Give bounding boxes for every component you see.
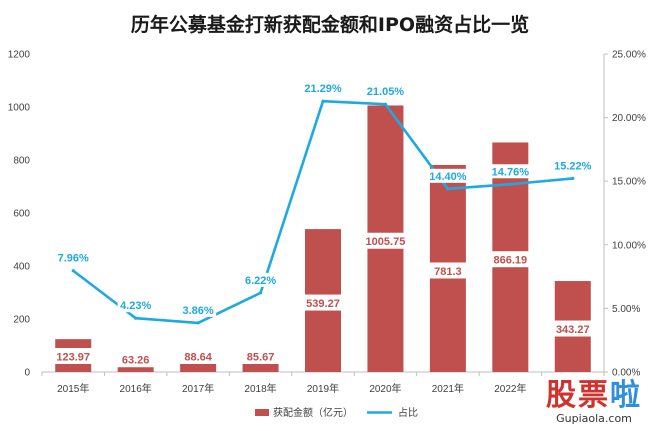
bar-value-label-bg	[50, 348, 97, 364]
left-tick-label: 0	[24, 368, 30, 379]
line-value-label-bg	[489, 164, 532, 179]
line-point	[571, 176, 575, 181]
x-tick-label: 2017年	[182, 382, 214, 395]
line-point	[446, 187, 450, 191]
watermark-logo: 股票啦	[536, 380, 652, 412]
right-tick-label: 25.00%	[612, 50, 646, 61]
bar-value-label-bg	[359, 232, 412, 249]
bar-value-label-bg	[428, 262, 468, 279]
bar-value-label: 343.27	[556, 324, 590, 336]
right-tick-label: 20.00%	[612, 113, 646, 124]
left-tick-label: 800	[13, 156, 30, 167]
bar-value-label: 123.97	[56, 352, 90, 364]
line-value-label: 14.76%	[492, 166, 530, 178]
right-tick-label: 5.00%	[612, 304, 640, 315]
line-value-label: 14.40%	[429, 171, 467, 183]
bar-value-label-bg	[116, 351, 156, 368]
x-tick-label: 2015年	[57, 382, 89, 395]
bar-value-label-bg	[241, 348, 281, 364]
line-point	[321, 99, 325, 103]
line-value-label-bg	[301, 81, 345, 96]
chart-title: 历年公募基金打新获配金额和IPO融资占比一览	[130, 14, 530, 36]
left-tick-label: 200	[13, 315, 30, 326]
left-tick-label: 1000	[8, 103, 31, 114]
line-series: 7.96% 4.23% 3.86% 6.22% 21.29% 21.05% 14.40% 14…	[55, 81, 594, 325]
x-tick-label: 2018年	[244, 382, 276, 395]
bar-value-label: 88.64	[184, 352, 212, 364]
x-tick-label: 2022年	[494, 382, 526, 395]
line-value-label: 21.29%	[304, 83, 342, 95]
line-value-label-bg	[180, 302, 217, 317]
x-tick-label: 2016年	[120, 382, 152, 395]
left-tick-label: 600	[13, 209, 30, 220]
x-tick-label: 2019年	[307, 382, 339, 395]
watermark-text-a: 股票	[546, 378, 610, 413]
watermark-url: Gupiaola.com	[556, 412, 632, 425]
right-tick-label: 0.00%	[612, 368, 640, 379]
bar-value-label: 63.26	[122, 355, 150, 367]
line-point	[258, 291, 263, 295]
line-point	[196, 321, 200, 325]
line-value-label-bg	[551, 158, 594, 173]
left-tick-label: 400	[13, 262, 30, 273]
x-tick-label: 2021年	[432, 382, 464, 395]
bar-value-label: 866.19	[494, 255, 528, 267]
line-point	[383, 102, 388, 106]
legend: 获配金额（亿元） 占比	[255, 406, 418, 419]
right-tick-label: 15.00%	[612, 177, 646, 188]
watermark-text-b: 啦	[610, 378, 642, 413]
line-point	[508, 182, 512, 186]
left-tick-label: 1200	[8, 50, 31, 61]
watermark: 股票啦 Gupiaola.com	[536, 380, 652, 426]
axes: 0 200 400 600 800 1000 1200 0.00% 5.00% 10.00% 15.…	[8, 50, 646, 396]
bar-value-label-bg	[178, 348, 218, 364]
line-value-label-bg	[242, 272, 279, 287]
legend-swatch-bar	[255, 409, 269, 416]
bar-value-label-bg	[487, 251, 534, 268]
line-point	[134, 316, 138, 320]
line-value-label-bg	[426, 168, 470, 183]
legend-label-line: 占比	[398, 406, 418, 419]
line-value-label: 7.96%	[58, 253, 89, 265]
line-value-label-bg	[55, 250, 92, 265]
bar-series: 123.97 63.26 88.64 85.67 539.27 1005.75 781.3 8…	[50, 105, 596, 372]
line-value-label: 21.05%	[367, 86, 405, 98]
bar-value-label: 85.67	[247, 352, 275, 364]
line-value-label: 3.86%	[183, 305, 214, 317]
bar-value-label: 1005.75	[366, 236, 406, 248]
x-tick-label: 2020年	[369, 382, 401, 395]
legend-label-bar: 获配金额（亿元）	[273, 406, 353, 419]
line-value-label: 4.23%	[120, 300, 151, 312]
right-tick-label: 10.00%	[612, 240, 646, 251]
bar-value-label-bg	[549, 320, 596, 337]
line-value-label-bg	[117, 298, 154, 313]
line-point	[71, 269, 75, 273]
line-value-label-bg	[364, 84, 407, 99]
line-value-label: 6.22%	[245, 275, 276, 287]
line-value-label: 15.22%	[554, 160, 592, 172]
bar-value-label-bg	[300, 294, 346, 311]
bar-value-label: 781.3	[434, 266, 462, 278]
bar-value-label: 539.27	[306, 298, 340, 310]
